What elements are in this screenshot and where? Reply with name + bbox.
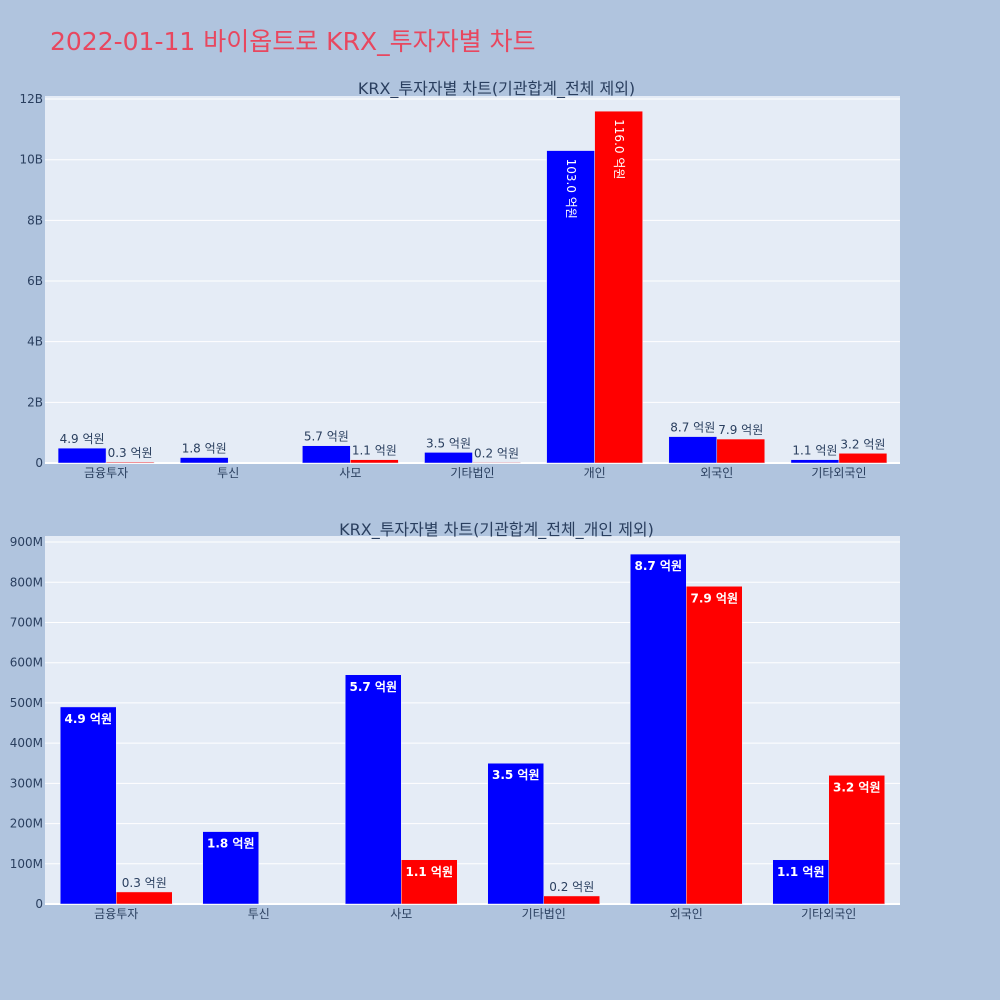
data-label: 7.9 억원 bbox=[690, 591, 738, 605]
x-tick-label: 기타외국인 bbox=[801, 907, 856, 921]
chart-title: KRX_투자자별 차트(기관합계_전체_개인 제외) bbox=[339, 520, 654, 540]
data-label: 1.8 억원 bbox=[182, 442, 227, 456]
y-tick-label: 500M bbox=[10, 696, 43, 710]
bar bbox=[630, 553, 687, 905]
data-label: 1.1 억원 bbox=[405, 865, 453, 879]
bar bbox=[838, 453, 888, 464]
y-tick-label: 12B bbox=[19, 92, 43, 106]
x-tick-label: 외국인 bbox=[670, 907, 703, 921]
x-tick-label: 개인 bbox=[584, 466, 606, 480]
x-tick-label: 투신 bbox=[248, 907, 270, 921]
y-tick-label: 200M bbox=[10, 817, 43, 831]
bar bbox=[772, 859, 829, 905]
data-label: 8.7 억원 bbox=[634, 559, 682, 573]
data-label: 0.2 억원 bbox=[474, 446, 519, 460]
page-title: 2022-01-11 바이옵트로 KRX_투자자별 차트 bbox=[50, 27, 536, 56]
bar bbox=[668, 436, 718, 464]
data-label: 5.7 억원 bbox=[349, 680, 397, 694]
y-tick-label: 2B bbox=[27, 395, 43, 409]
y-tick-label: 400M bbox=[10, 736, 43, 750]
bar bbox=[686, 586, 743, 905]
data-label: 1.1 억원 bbox=[777, 865, 825, 879]
y-tick-label: 6B bbox=[27, 274, 43, 288]
bar bbox=[790, 459, 840, 464]
plot-background bbox=[45, 96, 900, 463]
y-tick-label: 700M bbox=[10, 615, 43, 629]
x-tick-label: 기타법인 bbox=[522, 907, 566, 921]
data-label: 1.1 억원 bbox=[352, 444, 397, 458]
bar bbox=[828, 775, 885, 905]
data-label: 5.7 억원 bbox=[304, 430, 349, 444]
data-label: 3.5 억원 bbox=[492, 768, 540, 782]
data-label: 3.2 억원 bbox=[840, 437, 885, 451]
bar bbox=[472, 462, 521, 464]
data-label: 4.9 억원 bbox=[64, 712, 112, 726]
chart-title: KRX_투자자별 차트(기관합계_전체 제외) bbox=[358, 79, 635, 99]
x-tick-label: 금융투자 bbox=[94, 907, 138, 921]
bar bbox=[543, 895, 600, 905]
plot-background bbox=[45, 536, 900, 904]
data-label: 103.0 억원 bbox=[564, 159, 578, 219]
data-label: 7.9 억원 bbox=[718, 423, 763, 437]
bar bbox=[202, 831, 259, 905]
bar bbox=[401, 859, 458, 905]
bar bbox=[57, 447, 107, 464]
data-label: 116.0 억원 bbox=[612, 119, 626, 179]
x-tick-label: 기타법인 bbox=[450, 466, 494, 480]
y-tick-label: 100M bbox=[10, 857, 43, 871]
data-label: 0.3 억원 bbox=[122, 876, 167, 890]
data-label: 8.7 억원 bbox=[670, 421, 715, 435]
bar bbox=[105, 461, 155, 464]
data-label: 1.1 억원 bbox=[792, 444, 837, 458]
y-tick-label: 900M bbox=[10, 535, 43, 549]
bar bbox=[302, 445, 351, 464]
bar bbox=[179, 457, 229, 464]
chart-top: 0 2B 4B 6B 8B 10B 12B KRX_투자자별 차트(기관합계_전체 제외) 금융… bbox=[19, 79, 900, 480]
data-label: 0.2 억원 bbox=[549, 880, 594, 894]
bar bbox=[594, 110, 643, 464]
x-tick-label: 금융투자 bbox=[84, 466, 128, 480]
bar bbox=[424, 452, 473, 464]
y-tick-label: 600M bbox=[10, 656, 43, 670]
y-tick-label: 0 bbox=[35, 897, 43, 911]
bar bbox=[116, 891, 173, 905]
bar bbox=[487, 762, 544, 905]
data-label: 0.3 억원 bbox=[108, 446, 153, 460]
y-tick-label: 0 bbox=[35, 456, 43, 470]
chart-bottom: 0 100M 200M 300M 400M 500M 600M 700M 800M 900M KRX… bbox=[10, 520, 900, 921]
x-tick-label: 사모 bbox=[390, 907, 412, 921]
y-tick-label: 10B bbox=[19, 153, 43, 167]
x-tick-label: 외국인 bbox=[700, 466, 733, 480]
x-tick-label: 사모 bbox=[339, 466, 361, 480]
x-tick-label: 기타외국인 bbox=[811, 466, 866, 480]
bar bbox=[60, 706, 117, 905]
bar bbox=[546, 150, 595, 464]
bar bbox=[716, 438, 766, 464]
y-tick-label: 300M bbox=[10, 776, 43, 790]
data-label: 1.8 억원 bbox=[207, 837, 255, 851]
y-tick-label: 800M bbox=[10, 575, 43, 589]
bar bbox=[345, 674, 402, 905]
data-label: 4.9 억원 bbox=[60, 432, 105, 446]
x-tick-label: 투신 bbox=[217, 466, 239, 480]
bar bbox=[350, 459, 399, 464]
y-tick-label: 4B bbox=[27, 335, 43, 349]
data-label: 3.5 억원 bbox=[426, 436, 471, 450]
y-tick-label: 8B bbox=[27, 213, 43, 227]
data-label: 3.2 억원 bbox=[833, 780, 881, 794]
